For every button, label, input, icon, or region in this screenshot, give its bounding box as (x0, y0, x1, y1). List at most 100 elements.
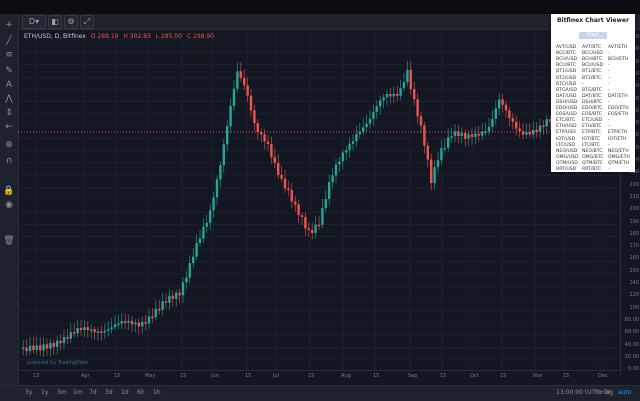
start-button[interactable]: Start (579, 32, 607, 39)
pair-link[interactable]: IOT/BTC (582, 136, 601, 142)
title-strip (0, 0, 640, 14)
range-button-6h[interactable]: 6h (137, 389, 145, 396)
pair-link[interactable]: EDO/BTC (582, 106, 603, 111)
candle (260, 131, 263, 135)
pattern-icon[interactable]: ⋀ (5, 94, 13, 104)
pair-link[interactable]: BTC/USD (556, 81, 577, 87)
pair-link[interactable]: ETP/ETH (608, 130, 628, 136)
auto-toggle[interactable]: auto (618, 389, 632, 396)
pair-link[interactable]: LTC/USD (556, 142, 576, 148)
pair-link[interactable]: ETC/USD (582, 118, 603, 124)
pair-link[interactable]: BT1/USD (556, 69, 577, 75)
pair-link[interactable]: BCH/USD (556, 57, 578, 63)
pair-link[interactable]: BCH/BTC (582, 57, 603, 63)
pair-link[interactable]: DAT/USD (556, 93, 577, 99)
pair-link[interactable]: BCU/USD (582, 63, 604, 69)
fullscreen-icon[interactable]: ⤢ (80, 15, 94, 29)
pair-row: BT2/USD BT2/BTC - (556, 75, 634, 83)
pair-link[interactable]: AVT/BTC (582, 45, 602, 50)
pair-link[interactable]: BTG/BTC (582, 87, 602, 93)
eye-icon[interactable]: ◉ (5, 200, 13, 210)
time-tick-label: 15 (500, 373, 507, 379)
pair-row: BTC/USD - - (556, 81, 634, 89)
pair-link[interactable]: AVT/ETH (608, 45, 628, 50)
pair-link[interactable]: ETP/BTC (582, 130, 601, 136)
range-button-3y[interactable]: 3y (25, 389, 33, 396)
pair-link[interactable]: IOT/USD (556, 136, 576, 142)
fib-icon[interactable]: ≡ (5, 50, 13, 60)
zoom-icon[interactable]: ⊕ (5, 140, 13, 150)
brush-icon[interactable]: ✎ (5, 66, 13, 76)
pair-link[interactable]: EDO/USD (556, 106, 578, 111)
range-button-1d[interactable]: 1d (121, 389, 129, 396)
range-button-1m[interactable]: 1m (73, 389, 83, 396)
interval-dropdown[interactable]: D▾ (22, 15, 46, 29)
pair-link[interactable]: DSH/USD (556, 99, 578, 105)
pair-link[interactable]: NEO/USD (556, 148, 578, 154)
pair-link[interactable]: OMG/ETH (608, 154, 630, 160)
trash-icon[interactable]: 🗑 (3, 236, 15, 246)
pair-link[interactable]: NEO/BTC (582, 148, 603, 154)
candle (331, 175, 334, 183)
pair-link[interactable]: ETH/USD (556, 124, 577, 130)
candle (487, 126, 491, 132)
settings-icon[interactable]: ⚙ (64, 15, 78, 29)
pair-link[interactable]: RRT/USD (556, 167, 577, 172)
range-button-1h[interactable]: 1h (153, 389, 161, 396)
pair-link[interactable]: BTG/USD (556, 87, 577, 93)
pair-link[interactable]: BCU/BTC (556, 63, 577, 69)
pair-link[interactable]: BCC/USD (582, 51, 603, 57)
measure-icon[interactable]: ⇕ (5, 108, 13, 118)
pair-link[interactable]: ETH/BTC (582, 124, 602, 130)
lock-icon[interactable]: 🔒 (3, 186, 15, 196)
tradingview-watermark[interactable]: powered by TradingView (27, 360, 89, 366)
pair-link[interactable]: OMG/BTC (582, 154, 604, 160)
pair-link[interactable]: BCH/ETH (608, 57, 629, 63)
candle (246, 85, 249, 96)
pair-link[interactable]: DAT/ETH (608, 93, 628, 99)
range-button-3m[interactable]: 3m (57, 389, 67, 396)
magnet-icon[interactable]: ∩ (5, 156, 13, 166)
text-icon[interactable]: A (5, 80, 13, 90)
crosshair-icon[interactable]: + (5, 20, 13, 30)
pair-link[interactable]: QTM/BTC (582, 160, 603, 166)
pair-link[interactable]: EOS/USD (556, 112, 577, 118)
trend-line-icon[interactable]: ╱ (6, 36, 12, 46)
pair-link[interactable]: BT1/BTC (582, 69, 602, 75)
pair-link: - (608, 124, 610, 130)
candle (164, 301, 168, 303)
pair-link[interactable]: BT2/USD (556, 75, 577, 81)
chart-type-icon[interactable]: ◧ (48, 15, 62, 29)
legend-high: H 302.83 (123, 33, 151, 40)
candle (222, 144, 225, 166)
pair-link[interactable]: IOT/ETH (608, 136, 627, 142)
log-toggle[interactable]: log (604, 389, 614, 396)
pair-link[interactable]: NEO/ETH (608, 148, 629, 154)
pair-link[interactable]: QTM/USD (556, 160, 578, 166)
pair-link[interactable]: RRT/BTC (582, 167, 602, 172)
range-button-7d[interactable]: 7d (89, 389, 97, 396)
pair-link[interactable]: EDO/ETH (608, 106, 629, 111)
pair-link[interactable]: ETP/USD (556, 130, 576, 136)
range-button-1y[interactable]: 1y (41, 389, 49, 396)
pair-link[interactable]: LTC/BTC (582, 142, 601, 148)
pair-link[interactable]: DAT/BTC (582, 93, 602, 99)
pair-link[interactable]: EOS/ETH (608, 112, 629, 118)
bitfinex-viewer-panel: Bitfinex Chart Viewer Start AVT/USD AVT/B… (551, 14, 635, 172)
pair-link[interactable]: BT2/BTC (582, 75, 602, 81)
arrow-icon[interactable]: ← (5, 122, 13, 132)
price-chart[interactable] (18, 30, 620, 370)
percent-toggle[interactable]: % (596, 389, 602, 396)
pair-link[interactable]: DSH/BTC (582, 99, 603, 105)
pair-link[interactable]: BCC/BTC (556, 51, 576, 57)
time-axis[interactable]: 13 Apr 15 May 15 Jun 15 Jul 15 Aug 15 Sep 15 Oct 15 Nov… (18, 370, 620, 383)
candle (419, 116, 423, 126)
pair-link[interactable]: AVT/USD (556, 45, 577, 50)
legend-symbol[interactable]: ETH/USD, D, Bitfinex (24, 33, 86, 40)
price-tick-label: 20.00 (624, 353, 639, 360)
pair-link[interactable]: QTM/ETH (608, 160, 630, 166)
pair-link[interactable]: ETC/BTC (556, 118, 576, 124)
pair-link[interactable]: EOS/BTC (582, 112, 602, 118)
range-button-3d[interactable]: 3d (105, 389, 113, 396)
pair-link[interactable]: OMG/USD (556, 154, 579, 160)
